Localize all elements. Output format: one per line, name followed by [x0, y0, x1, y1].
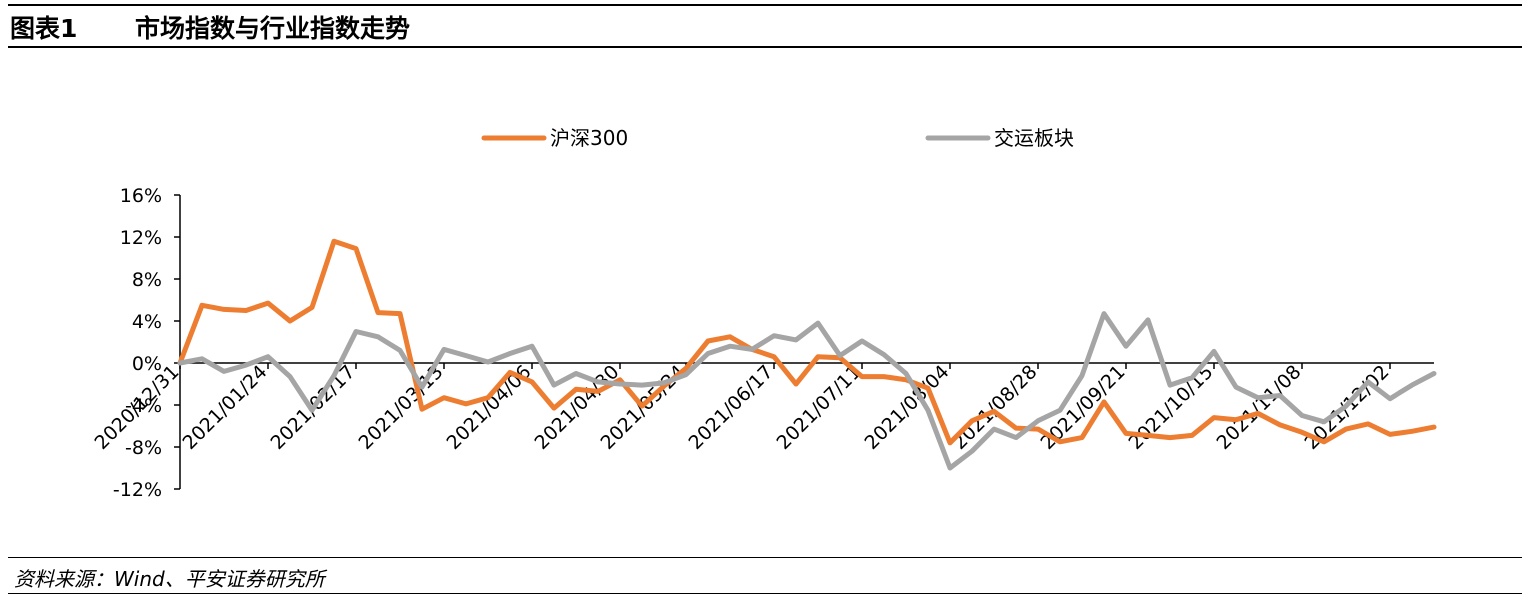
series-line-1 [177, 238, 1437, 446]
x-tick-label: 2021/06/17 [685, 361, 778, 454]
header-rule [8, 46, 1522, 48]
y-tick-label: -8% [125, 437, 162, 459]
legend-label-2: 交运板块 [994, 126, 1074, 150]
y-tick-label: 16% [120, 185, 162, 207]
legend-label-1: 沪深300 [550, 126, 628, 150]
y-tick-label: 0% [132, 353, 162, 375]
source-note: 资料来源：Wind、平安证券研究所 [14, 567, 325, 591]
figure-title: 市场指数与行业指数走势 [135, 14, 411, 43]
y-tick-label: 8% [132, 269, 162, 291]
x-tick-label: 2021/08/28 [949, 361, 1042, 454]
figure-header: 图表1 市场指数与行业指数走势 [10, 10, 410, 44]
x-tick-label: 2021/10/15 [1125, 361, 1218, 454]
y-tick-label: 12% [120, 227, 162, 249]
y-tick-label: -12% [113, 479, 162, 501]
bottom-rule [8, 593, 1522, 594]
y-tick-label: -4% [125, 395, 162, 417]
series-line-2 [177, 311, 1437, 471]
footer-rule [8, 557, 1522, 558]
line-chart: 16%12%8%4%0%-4%-8%-12%2020/12/312021/01/… [91, 126, 1437, 501]
x-tick-label: 2021/01/24 [179, 361, 272, 454]
x-tick-label: 2021/03/13 [355, 361, 448, 454]
figure-label: 图表1 [10, 14, 78, 43]
y-tick-label: 4% [132, 311, 162, 333]
top-rule [8, 4, 1522, 6]
